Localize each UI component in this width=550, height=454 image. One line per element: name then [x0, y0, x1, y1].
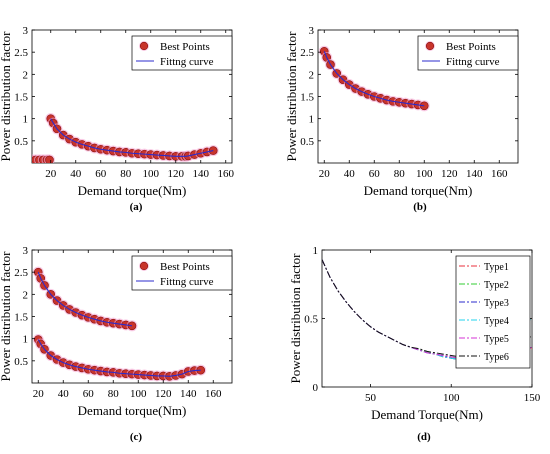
y-tick-label: 1: [313, 245, 319, 257]
x-tick-label: 40: [58, 388, 70, 400]
x-tick-label: 100: [416, 168, 433, 180]
y-tick-label: 3: [23, 245, 29, 257]
y-axis-label: Power distribution factor: [0, 251, 13, 382]
x-tick-label: 60: [83, 388, 95, 400]
x-tick-label: 80: [120, 168, 132, 180]
legend: Best Points Fittng curve: [131, 35, 233, 71]
y-tick-label: 2.5: [300, 47, 314, 59]
legend: Best Points Fittng curve: [417, 35, 519, 71]
x-tick-label: 160: [218, 168, 235, 180]
panel-label: (b): [413, 201, 427, 213]
fitting-curve-line: [50, 118, 214, 157]
panel-label: (c): [130, 431, 143, 443]
x-tick-label: 140: [193, 168, 210, 180]
y-tick-label: 2.5: [14, 267, 28, 279]
x-tick-label: 120: [441, 168, 458, 180]
x-tick-label: 80: [394, 168, 406, 180]
x-tick-label: 100: [143, 168, 160, 180]
plot-area: [32, 113, 219, 163]
legend-box: [131, 255, 233, 291]
legend-label: Fittng curve: [160, 56, 214, 68]
legend-label: Best Points: [446, 41, 496, 53]
fitting-curve-line: [323, 51, 425, 107]
legend-label: Type6: [484, 352, 509, 363]
x-tick-label: 40: [344, 168, 356, 180]
y-tick-label: 2.5: [14, 47, 28, 59]
y-tick-label: 0.5: [304, 314, 318, 326]
chart-panel-d: 50 100 150 0 0.5 1 Demand Torque(Nm) Power dist…: [288, 245, 541, 443]
x-tick-label: 120: [155, 388, 172, 400]
y-tick-label: 2: [23, 69, 29, 81]
x-axis-label: Demand Torque(Nm): [371, 407, 483, 422]
legend-label: Fittng curve: [446, 56, 500, 68]
y-tick-label: 1: [23, 334, 29, 346]
legend-label: Best Points: [160, 261, 210, 273]
x-tick-label: 150: [524, 392, 541, 404]
x-tick-label: 100: [443, 392, 460, 404]
x-tick-label: 20: [319, 168, 331, 180]
y-tick-label: 0.5: [14, 356, 28, 368]
legend-label: Type4: [484, 316, 509, 327]
fitting-curve-line: [37, 271, 133, 327]
y-tick-label: 1.5: [300, 92, 314, 104]
y-tick-label: 3: [309, 25, 315, 37]
x-tick-label: 140: [180, 388, 197, 400]
legend-label: Type1: [484, 262, 509, 273]
y-tick-label: 1.5: [14, 92, 28, 104]
x-axis-label: Demand torque(Nm): [364, 183, 473, 198]
legend: Type1 Type2 Type3 Type4 Type5 Type6: [455, 255, 531, 369]
x-tick-label: 80: [108, 388, 120, 400]
y-tick-label: 1: [23, 114, 29, 126]
legend-label: Best Points: [160, 41, 210, 53]
y-tick-label: 2: [23, 289, 29, 301]
legend-label: Type2: [484, 280, 509, 291]
plot-area: [32, 266, 207, 382]
x-tick-label: 160: [205, 388, 222, 400]
plot-area: [318, 45, 430, 112]
x-tick-label: 20: [33, 388, 45, 400]
x-tick-label: 140: [466, 168, 483, 180]
legend-box: [455, 255, 531, 369]
y-axis-label: Power distribution factor: [0, 31, 13, 162]
x-axis-label: Demand torque(Nm): [78, 183, 187, 198]
x-tick-label: 50: [365, 392, 377, 404]
x-tick-label: 120: [168, 168, 185, 180]
y-tick-label: 0: [313, 382, 319, 394]
x-tick-label: 100: [130, 388, 147, 400]
x-tick-label: 60: [95, 168, 107, 180]
chart-panel-c: 20 40 60 80 100 120 140 160 0.5 1 1.5 2 2.5 3 Demand t…: [0, 245, 233, 443]
y-tick-label: 2: [309, 69, 315, 81]
x-axis-label: Demand torque(Nm): [78, 403, 187, 418]
y-tick-label: 1: [309, 114, 315, 126]
y-tick-label: 0.5: [14, 136, 28, 148]
fitting-curve-line: [37, 339, 201, 377]
y-tick-label: 0.5: [300, 136, 314, 148]
y-tick-label: 1.5: [14, 312, 28, 324]
panel-label: (a): [130, 201, 143, 213]
legend-box: [417, 35, 519, 71]
legend-box: [131, 35, 233, 71]
panel-label: (d): [417, 431, 431, 443]
y-axis-label: Power distribution factor: [288, 253, 303, 384]
y-tick-label: 3: [23, 25, 29, 37]
legend-label: Type3: [484, 298, 509, 309]
y-axis-label: Power distribution factor: [284, 31, 299, 162]
legend-marker-best-points: [139, 41, 149, 51]
legend: Best Points Fittng curve: [131, 255, 233, 291]
chart-panel-a: 20 40 60 80 100 120 140 160 0.5 1 1.5 2 2.5 3 Demand t…: [0, 25, 235, 213]
legend-marker-best-points: [139, 261, 149, 271]
legend-marker-best-points: [425, 41, 435, 51]
legend-label: Type5: [484, 334, 509, 345]
chart-panel-b: 20 40 60 80 100 120 140 160 0.5 1 1.5 2 2.5 3 Demand t…: [284, 25, 519, 213]
best-point: [45, 155, 54, 163]
x-tick-label: 160: [491, 168, 508, 180]
x-tick-label: 60: [369, 168, 381, 180]
legend-label: Fittng curve: [160, 276, 214, 288]
x-tick-label: 20: [45, 168, 57, 180]
x-tick-label: 40: [70, 168, 82, 180]
